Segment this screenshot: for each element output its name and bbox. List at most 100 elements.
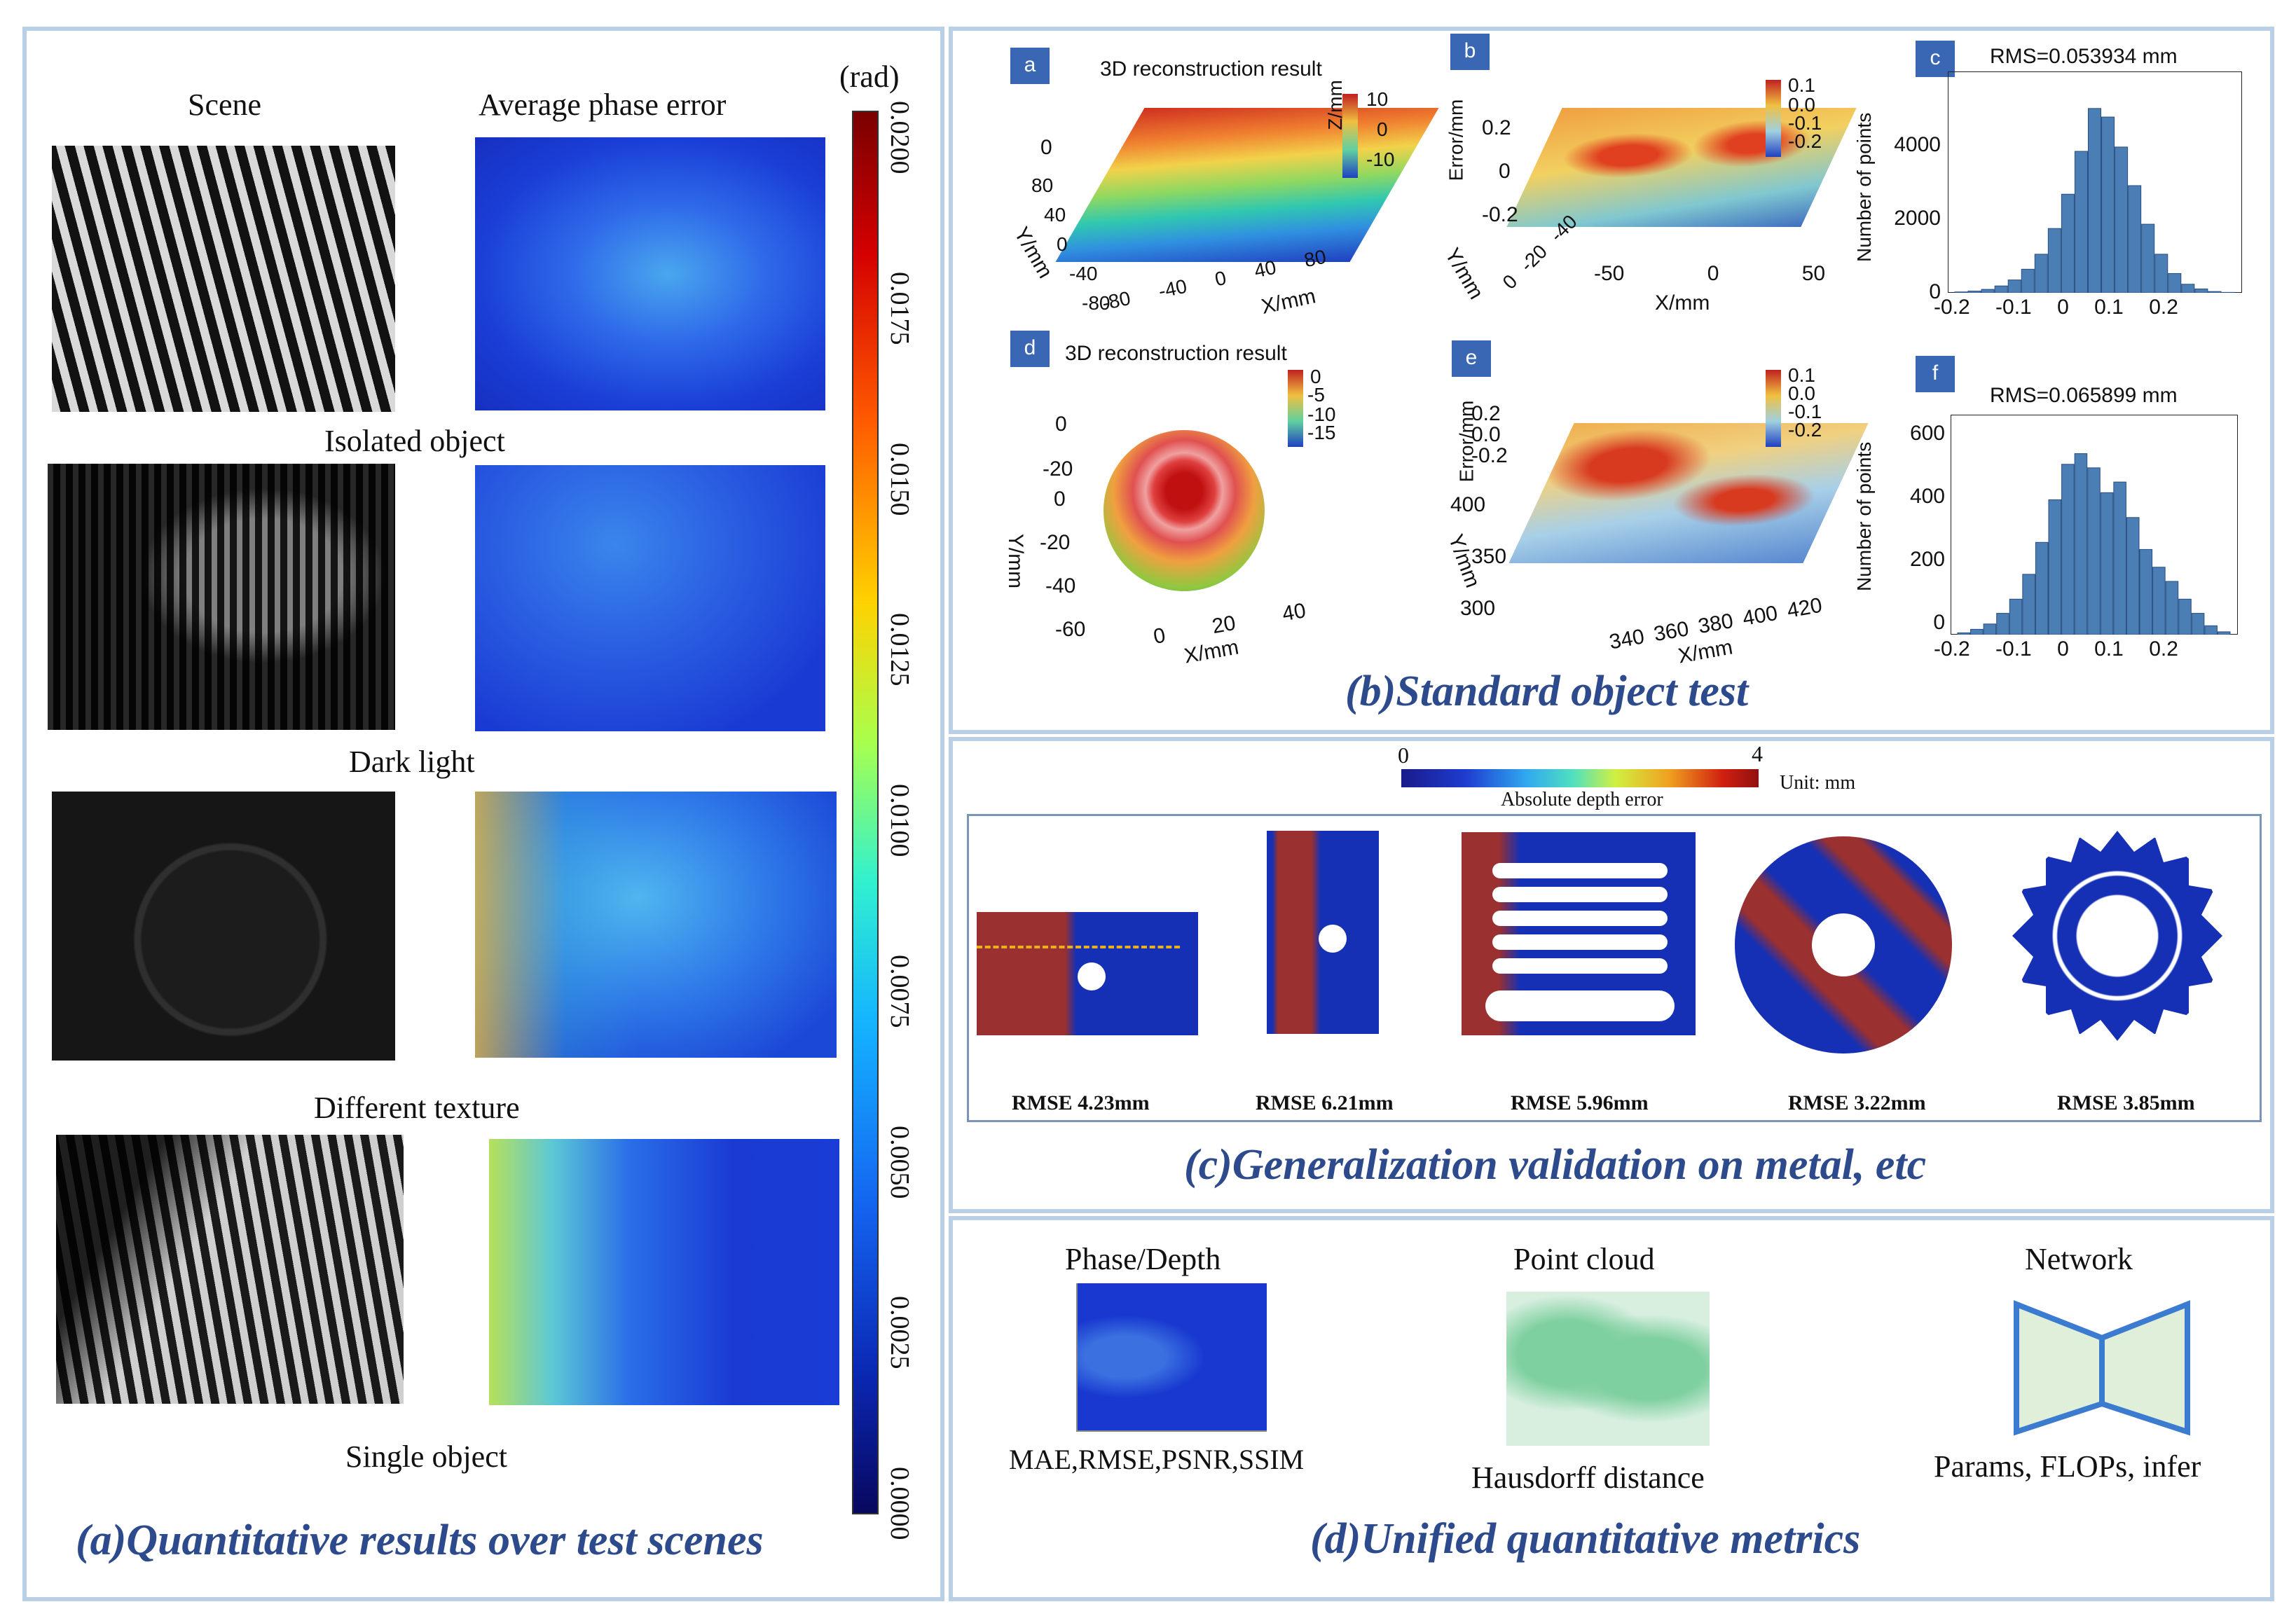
sub-e-cbar bbox=[1766, 370, 1781, 447]
colorbar-tick: 0.0200 bbox=[885, 101, 914, 174]
sub-a-cbar bbox=[1342, 94, 1358, 178]
histogram-bar bbox=[1996, 613, 2009, 635]
sub-f-title: RMS=0.065899 mm bbox=[1990, 384, 2178, 407]
histogram-bar bbox=[1981, 289, 1995, 293]
metal-part-1-scanline bbox=[977, 946, 1180, 948]
sub-c-xtick: -0.2 bbox=[1934, 296, 1970, 319]
sub-e-cbar-3: -0.1 bbox=[1788, 401, 1822, 422]
rmse-label-2: RMSE 6.21mm bbox=[1256, 1091, 1394, 1114]
tag-a: a bbox=[1010, 48, 1050, 84]
phase-depth-title: Phase/Depth bbox=[1065, 1242, 1221, 1276]
histogram-bar bbox=[1994, 285, 2008, 293]
scene-image-4 bbox=[56, 1135, 404, 1404]
histogram-bar bbox=[2181, 284, 2195, 293]
metal-part-5 bbox=[2012, 831, 2222, 1041]
sub-a-ytick: -40 bbox=[1069, 263, 1098, 284]
histogram-bar bbox=[2074, 453, 2088, 635]
histogram-bar bbox=[2178, 598, 2192, 635]
histogram-bar bbox=[2087, 467, 2101, 635]
histogram-bar bbox=[2035, 541, 2049, 635]
network-icon bbox=[2014, 1300, 2190, 1436]
histogram-bar bbox=[1983, 623, 1997, 635]
sub-c-xticks: -0.2 -0.1 0 0.1 0.2 bbox=[1934, 296, 2178, 319]
colorbar-tick: 0.0175 bbox=[885, 271, 914, 345]
panel-c-caption: (c)Generalization validation on metal, e… bbox=[1184, 1141, 1927, 1189]
histogram-bar bbox=[1967, 291, 1981, 293]
histogram-bar bbox=[2152, 567, 2166, 635]
histogram-bar bbox=[2113, 481, 2126, 635]
sub-e-ztick: -0.2 bbox=[1471, 444, 1508, 467]
panel-d: Phase/Depth MAE,RMSE,PSNR,SSIM Point clo… bbox=[949, 1216, 2274, 1601]
sub-a-xtick: -40 bbox=[1156, 275, 1189, 303]
histogram-bar bbox=[2194, 288, 2208, 293]
sub-e-ytick: 300 bbox=[1460, 597, 1496, 620]
sub-c-xtick: 0.1 bbox=[2094, 296, 2124, 319]
sub-b-cbar-3: -0.1 bbox=[1788, 112, 1822, 134]
sub-e-xtick: 400 bbox=[1740, 601, 1780, 630]
panel-c: 0 4 Absolute depth error Unit: mm RMSE 4… bbox=[949, 737, 2274, 1213]
sub-a-cbar-1: 10 bbox=[1366, 88, 1389, 110]
histogram-bar bbox=[2009, 598, 2023, 635]
histogram-bar bbox=[2168, 272, 2182, 293]
row-label-different-texture: Different texture bbox=[314, 1091, 520, 1125]
histogram-bar bbox=[2126, 517, 2140, 635]
sub-b-xtick: -50 bbox=[1594, 262, 1625, 285]
histogram-bar bbox=[2061, 193, 2075, 293]
sub-c-yticks: 4000 2000 0 bbox=[1892, 108, 1941, 329]
sub-d-ztick: 0 bbox=[1055, 413, 1067, 436]
sub-d-xtick: 20 bbox=[1210, 611, 1238, 639]
sub-c-title: RMS=0.053934 mm bbox=[1990, 45, 2178, 68]
sub-a-cbar-3: -10 bbox=[1366, 149, 1395, 170]
histogram-bar bbox=[2087, 108, 2102, 293]
sub-e-ztick: 0.0 bbox=[1471, 423, 1501, 446]
sub-b-ylabel: Y/mm bbox=[1440, 244, 1488, 303]
point-cloud-title: Point cloud bbox=[1513, 1242, 1655, 1276]
sub-e-ytick: 350 bbox=[1471, 545, 1507, 568]
sub-c-ytick: 0 bbox=[1929, 280, 1941, 303]
hist-c-bars bbox=[1954, 108, 2235, 293]
sub-d-ytick: -20 bbox=[1040, 531, 1071, 554]
sub-b-ztick: -0.2 bbox=[1482, 203, 1518, 226]
hist-f-bars bbox=[1957, 453, 2231, 635]
histogram-bar bbox=[2208, 291, 2222, 293]
tag-f: f bbox=[1916, 356, 1955, 392]
histogram-c bbox=[1948, 71, 2242, 293]
sub-d-ztick: -20 bbox=[1043, 457, 1073, 481]
histogram-bar bbox=[2034, 254, 2048, 293]
sub-d-ytick: 0 bbox=[1054, 488, 1066, 511]
metal-colorbar bbox=[1401, 769, 1759, 787]
network-metrics: Params, FLOPs, infer bbox=[1934, 1449, 2201, 1484]
phase-error-map-3 bbox=[475, 792, 837, 1058]
rmse-label-5: RMSE 3.85mm bbox=[2057, 1091, 2195, 1114]
sub-d-yticks: 0 -20 -40 -60 bbox=[1029, 478, 1085, 651]
sub-c-ytick: 4000 bbox=[1894, 133, 1941, 156]
histogram-bar bbox=[2100, 492, 2114, 635]
sub-f-yticks: 600 400 200 0 bbox=[1892, 402, 1945, 654]
sub-d-zticks: 0 -20 bbox=[1043, 402, 1073, 492]
metal-colorbar-max: 4 bbox=[1752, 741, 1763, 766]
histogram-bar bbox=[2217, 631, 2231, 635]
colorbar-tick: 0.0100 bbox=[885, 784, 914, 857]
sub-f-ytick: 400 bbox=[1909, 485, 1945, 508]
sub-b-cbar-4: -0.2 bbox=[1788, 130, 1822, 152]
colorbar-tick: 0.0150 bbox=[885, 442, 914, 516]
sub-d-title: 3D reconstruction result bbox=[1065, 342, 1287, 365]
sub-e-xtick: 340 bbox=[1607, 625, 1647, 654]
metal-part-2-hole bbox=[1319, 925, 1347, 953]
sub-b-cbar-2: 0.0 bbox=[1788, 94, 1815, 116]
point-cloud-thumbnail bbox=[1506, 1292, 1710, 1446]
sub-a-yticks: 80 40 0 -40 -80 bbox=[1031, 171, 1110, 318]
sub-b-zticks: 0.2 0 -0.2 bbox=[1482, 106, 1518, 237]
row-label-isolated-object: Isolated object bbox=[324, 424, 505, 458]
sub-c-xtick: 0 bbox=[2057, 296, 2069, 319]
histogram-bar bbox=[2141, 223, 2155, 293]
sub-a-xlabel: X/mm bbox=[1259, 284, 1318, 319]
slot-large bbox=[1485, 990, 1675, 1021]
sub-f-xtick: 0.2 bbox=[2149, 637, 2178, 661]
phase-error-map-1 bbox=[475, 137, 825, 410]
sub-b-xticks: -50 0 50 bbox=[1594, 262, 1825, 286]
scene-image-2 bbox=[48, 464, 395, 730]
sub-b-ytick: -20 bbox=[1515, 240, 1552, 276]
histogram-bar bbox=[2022, 574, 2035, 635]
sub-e-xtick: 420 bbox=[1785, 593, 1824, 623]
